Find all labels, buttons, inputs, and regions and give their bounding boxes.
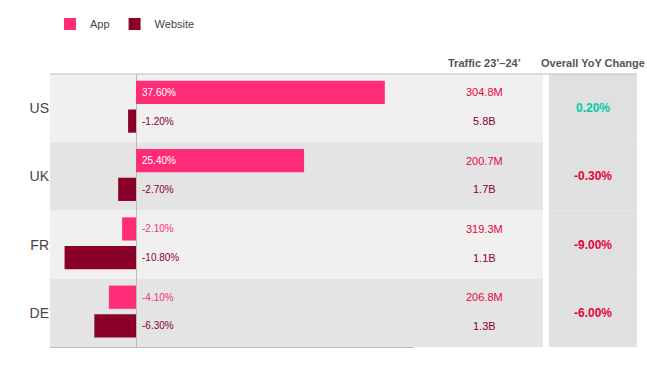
svg-text:-2.70%: -2.70% bbox=[142, 184, 174, 195]
svg-text:1.3B: 1.3B bbox=[473, 320, 496, 332]
svg-text:-2.10%: -2.10% bbox=[142, 223, 174, 234]
svg-text:1.7B: 1.7B bbox=[473, 183, 496, 195]
svg-text:Traffic 23’–24’: Traffic 23’–24’ bbox=[448, 57, 521, 69]
svg-text:-0.30%: -0.30% bbox=[574, 169, 612, 183]
svg-text:319.3M: 319.3M bbox=[466, 223, 503, 235]
svg-text:-6.00%: -6.00% bbox=[574, 306, 612, 320]
svg-text:Overall YoY Change: Overall YoY Change bbox=[541, 57, 645, 69]
svg-text:Website: Website bbox=[155, 18, 195, 30]
svg-text:206.8M: 206.8M bbox=[466, 291, 503, 303]
svg-text:-1.20%: -1.20% bbox=[142, 116, 174, 127]
svg-text:37.60%: 37.60% bbox=[142, 87, 176, 98]
svg-text:-9.00%: -9.00% bbox=[574, 238, 612, 252]
svg-text:1.1B: 1.1B bbox=[473, 252, 496, 264]
svg-text:UK: UK bbox=[30, 168, 50, 184]
svg-text:US: US bbox=[30, 100, 49, 116]
svg-text:App: App bbox=[90, 18, 110, 30]
svg-text:25.40%: 25.40% bbox=[142, 155, 176, 166]
svg-text:200.7M: 200.7M bbox=[466, 155, 503, 167]
svg-text:0.20%: 0.20% bbox=[576, 101, 610, 115]
svg-text:5.8B: 5.8B bbox=[473, 115, 496, 127]
svg-text:FR: FR bbox=[30, 237, 49, 253]
svg-text:-6.30%: -6.30% bbox=[142, 320, 174, 331]
svg-text:DE: DE bbox=[30, 305, 49, 321]
svg-text:-10.80%: -10.80% bbox=[142, 252, 179, 263]
svg-text:304.8M: 304.8M bbox=[466, 86, 503, 98]
svg-text:-4.10%: -4.10% bbox=[142, 292, 174, 303]
